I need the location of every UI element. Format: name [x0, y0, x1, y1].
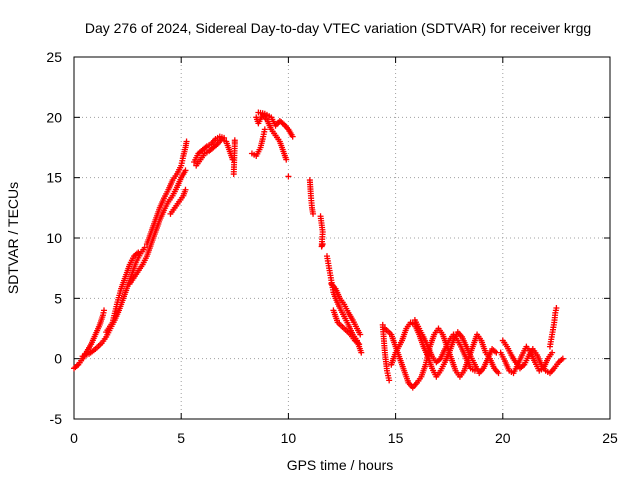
data-points [71, 109, 566, 391]
data-point [135, 249, 142, 256]
data-point [471, 367, 478, 374]
x-axis-label: GPS time / hours [287, 457, 394, 473]
y-tick-label: -5 [50, 411, 63, 427]
data-point [231, 137, 238, 144]
data-point [183, 138, 190, 145]
y-tick-label: 5 [54, 290, 62, 306]
x-tick-label: 10 [281, 430, 297, 446]
data-point [319, 241, 326, 248]
data-point [310, 210, 317, 217]
data-point [553, 304, 560, 311]
data-point [221, 134, 228, 141]
data-point [141, 244, 148, 251]
x-tick-label: 5 [177, 430, 185, 446]
data-point [261, 126, 268, 133]
y-axis-label: SDTVAR / TECUs [5, 182, 21, 294]
data-point [549, 349, 556, 356]
chart-title: Day 276 of 2024, Sidereal Day-to-day VTE… [85, 20, 591, 36]
y-tick-label: 20 [46, 109, 62, 125]
y-tick-label: 10 [46, 230, 62, 246]
y-tick-label: 25 [46, 49, 62, 65]
data-point [289, 133, 296, 140]
data-point [357, 331, 364, 338]
data-point [495, 370, 502, 377]
data-point [386, 377, 393, 384]
data-point [285, 173, 292, 180]
data-point [182, 186, 189, 193]
data-point [182, 167, 189, 174]
data-point [283, 156, 290, 163]
x-tick-label: 25 [602, 430, 618, 446]
data-point [101, 307, 108, 314]
data-point [358, 349, 365, 356]
y-tick-label: 0 [54, 351, 62, 367]
y-tick-label: 15 [46, 170, 62, 186]
data-point [356, 341, 363, 348]
data-point [559, 355, 566, 362]
axis-ticks: 0 5 10 15 20 25 -5 0 5 10 15 20 25 [46, 49, 618, 446]
x-tick-label: 0 [70, 430, 78, 446]
x-tick-label: 20 [495, 430, 511, 446]
x-tick-label: 15 [388, 430, 404, 446]
